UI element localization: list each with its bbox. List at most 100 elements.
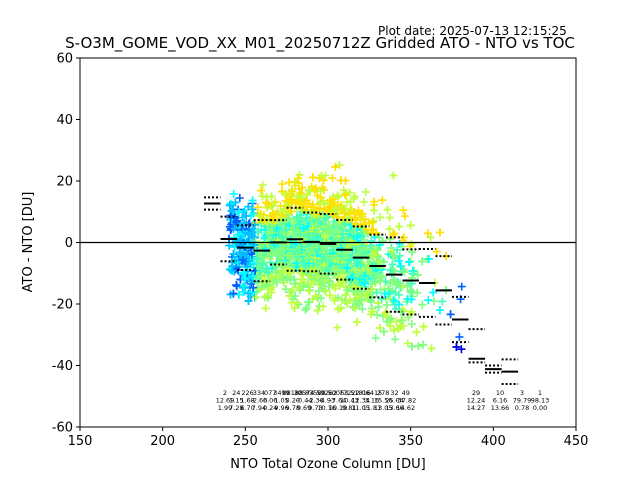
bin-stat-label: 13.66 xyxy=(491,404,510,412)
data-point xyxy=(329,282,338,290)
data-point xyxy=(296,230,305,239)
data-point xyxy=(360,244,369,253)
data-point xyxy=(253,262,262,271)
data-point xyxy=(258,260,267,269)
data-point xyxy=(306,264,315,273)
data-point xyxy=(239,281,248,290)
data-point xyxy=(424,255,433,263)
bin-stat-label: 12.34 xyxy=(351,397,370,405)
data-point xyxy=(396,322,405,331)
y-tick-label: -20 xyxy=(52,298,73,313)
data-point xyxy=(234,290,243,299)
data-point xyxy=(299,224,308,233)
data-point xyxy=(254,203,263,212)
data-point xyxy=(306,187,314,196)
data-point xyxy=(278,180,287,188)
data-point xyxy=(406,221,415,230)
data-point xyxy=(389,230,398,239)
data-point xyxy=(371,334,380,343)
data-point xyxy=(392,317,401,326)
data-point xyxy=(280,218,289,227)
data-point xyxy=(436,228,444,237)
data-point xyxy=(282,265,291,274)
data-point xyxy=(390,229,399,238)
data-point xyxy=(251,293,260,302)
data-point xyxy=(261,292,270,301)
bin-stat-label: -37.82 xyxy=(395,397,416,405)
data-point xyxy=(394,290,403,299)
data-point xyxy=(418,300,427,309)
data-point xyxy=(344,255,353,264)
data-point xyxy=(386,279,395,288)
data-point xyxy=(340,220,349,228)
data-point xyxy=(361,188,370,196)
bin-stat-label: 226 xyxy=(241,389,253,397)
bin-stat-label: 79.79 xyxy=(513,397,532,405)
data-point xyxy=(258,272,266,281)
x-tick-label: 450 xyxy=(564,434,589,449)
y-tick-label: -40 xyxy=(52,359,73,374)
data-point xyxy=(297,217,306,226)
data-point xyxy=(323,223,332,232)
data-point xyxy=(406,286,415,295)
y-tick-label: 20 xyxy=(56,175,73,190)
data-point xyxy=(395,239,404,248)
data-point xyxy=(363,265,372,274)
data-point xyxy=(393,245,402,254)
bin-stat-label: 3.16 xyxy=(365,397,379,405)
data-point xyxy=(309,211,318,220)
data-point xyxy=(321,214,329,223)
data-point xyxy=(384,284,393,293)
data-point xyxy=(295,243,304,252)
bin-stat-label: 15.56 xyxy=(374,397,393,405)
data-point xyxy=(319,176,328,185)
data-point xyxy=(311,292,320,301)
data-point xyxy=(281,285,290,294)
data-point xyxy=(273,224,282,233)
data-point xyxy=(388,260,397,269)
data-point xyxy=(236,235,245,244)
data-point xyxy=(370,274,379,283)
data-point xyxy=(243,262,252,271)
data-point xyxy=(343,214,352,223)
data-point xyxy=(339,230,348,239)
bin-stat-label: -2.66 xyxy=(250,397,267,405)
data-point xyxy=(309,271,318,280)
data-point xyxy=(244,296,253,305)
data-point xyxy=(256,267,265,276)
data-point xyxy=(293,192,302,201)
data-point xyxy=(403,339,412,348)
x-tick-label: 150 xyxy=(68,434,93,449)
data-point xyxy=(288,295,297,304)
data-point xyxy=(446,310,455,319)
bin-stat-label: 10.16 xyxy=(317,404,336,412)
data-point xyxy=(374,257,383,266)
data-point xyxy=(397,316,406,325)
data-point xyxy=(359,198,368,206)
bin-stat-label: 7.94 xyxy=(252,404,266,412)
data-point xyxy=(304,298,313,307)
data-point xyxy=(239,268,248,277)
data-point xyxy=(308,243,317,252)
data-point xyxy=(342,264,351,273)
data-point xyxy=(288,248,297,256)
data-point xyxy=(279,217,288,226)
data-point xyxy=(242,211,251,220)
data-point xyxy=(336,304,345,313)
data-point xyxy=(427,344,436,353)
data-point xyxy=(278,263,287,271)
data-point xyxy=(331,162,340,171)
data-point xyxy=(306,247,315,256)
data-point xyxy=(267,237,276,246)
bin-stat-label: 9.69 xyxy=(297,404,311,412)
data-point xyxy=(313,306,322,315)
data-point xyxy=(401,212,409,221)
data-point xyxy=(303,222,312,231)
data-point xyxy=(343,286,352,294)
data-point xyxy=(341,176,350,185)
bin-stat-label: 0.78 xyxy=(515,404,529,412)
data-point xyxy=(269,209,277,218)
data-point xyxy=(430,297,439,306)
data-point xyxy=(236,250,245,259)
data-point xyxy=(258,180,267,189)
